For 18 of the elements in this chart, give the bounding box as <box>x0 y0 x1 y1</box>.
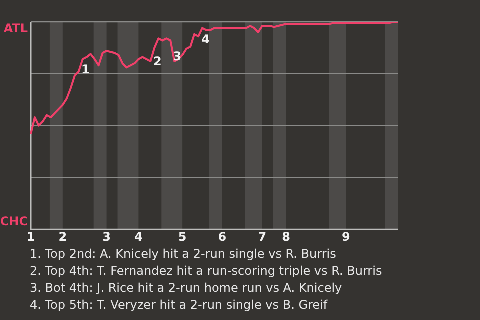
x-tick-label: 4 <box>134 230 143 244</box>
x-tick-label: 3 <box>102 230 111 244</box>
text: CHC <box>0 214 28 228</box>
x-tick-label: 7 <box>258 230 267 244</box>
annotation: 1 <box>82 62 90 77</box>
annotation: 4 <box>202 32 210 46</box>
x-tick-label: 5 <box>178 230 187 244</box>
x-tick-label: 2 <box>58 230 68 244</box>
text: 1. Top 2nd: A. Knicely hit a 2-run single vs R. Burris <box>30 246 338 263</box>
text: 4. Top 5th: T. Veryzer hit a 2-run single vs B. Greif <box>30 297 329 314</box>
x-tick-label: 9 <box>342 230 350 244</box>
x-tick-label: 1 <box>26 230 36 244</box>
text: ATL <box>4 21 28 36</box>
text: 2. Top 4th: T. Fernandez hit a run-scoring triple vs R. Burris <box>30 263 384 280</box>
x-tick-label: 8 <box>282 230 290 244</box>
annotation: 2 <box>153 54 162 69</box>
x-tick-label: 6 <box>218 230 227 244</box>
text: 3. Bot 4th: J. Rice hit a 2-run home run vs A. Knicely <box>30 280 344 297</box>
